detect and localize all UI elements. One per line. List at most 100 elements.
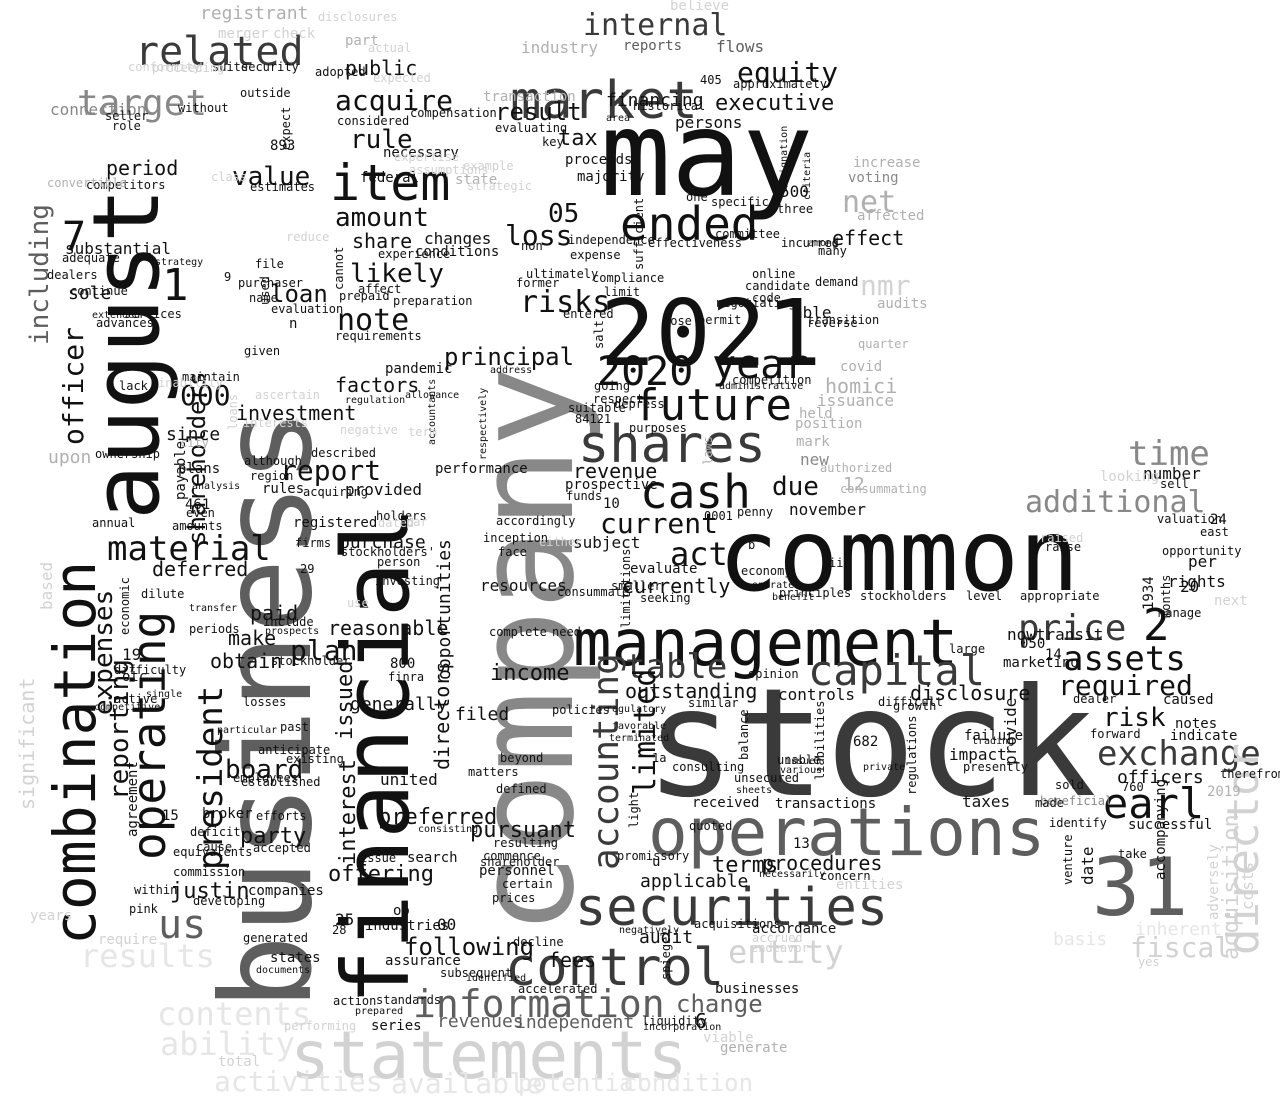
cloud-word: procedures (762, 851, 882, 875)
cloud-word: presently (963, 760, 1028, 774)
cloud-word: prospective (565, 477, 658, 493)
cloud-word: 6 (695, 1009, 707, 1033)
cloud-word: next (1214, 593, 1248, 609)
cloud-word: proceeds (565, 152, 632, 168)
cloud-word: reduce (286, 230, 329, 244)
cloud-word: unable (777, 753, 820, 767)
cloud-word: 2020 (597, 349, 693, 395)
cloud-word: used (258, 276, 272, 305)
cloud-word: consisting (418, 824, 478, 835)
cloud-word: stock (645, 657, 1097, 831)
cloud-word: change (676, 990, 763, 1018)
cloud-word: fees (548, 948, 596, 972)
cloud-word: successful (1128, 817, 1212, 833)
cloud-word: 14 (1045, 647, 1062, 663)
cloud-word: majority (577, 169, 644, 185)
cloud-word: light (627, 792, 641, 828)
cloud-word: likely (350, 259, 444, 289)
cloud-word: transition (807, 313, 879, 327)
cloud-word: number (1143, 464, 1201, 483)
cloud-word: transfer (189, 603, 237, 614)
cloud-word: reporting (105, 659, 135, 800)
cloud-word: 00 (437, 915, 456, 934)
cloud-word: person (377, 555, 420, 569)
cloud-word: advances (96, 316, 154, 330)
cloud-word: accordance (752, 921, 836, 937)
cloud-word: assumptions (409, 163, 488, 177)
cloud-word: require (98, 932, 157, 948)
cloud-word: increase (853, 155, 920, 171)
cloud-word: holders (376, 509, 427, 523)
cloud-word: online (752, 267, 795, 281)
cloud-word: audit (639, 927, 693, 948)
cloud-word: strategy (155, 257, 203, 268)
cloud-word: acquire (335, 84, 453, 117)
cloud-word: described (311, 446, 376, 460)
cloud-word: impact (949, 745, 1007, 764)
cloud-word: 05 (548, 199, 579, 229)
cloud-word: nowtransit (1007, 625, 1103, 644)
cloud-word: beyond (500, 751, 543, 765)
cloud-word: may (600, 85, 813, 223)
cloud-word: capital (808, 646, 985, 695)
cloud-word: 461 (185, 497, 210, 513)
cloud-word: able (793, 303, 832, 322)
cloud-word: competition (732, 373, 811, 387)
cloud-word: accrued (752, 931, 803, 945)
cloud-word: based (37, 562, 56, 610)
cloud-word: paid (250, 601, 298, 625)
cloud-word: ultimately (526, 267, 598, 281)
cloud-word: merger (218, 26, 269, 42)
cloud-word: loan (270, 280, 328, 308)
cloud-word: currently (622, 574, 730, 598)
cloud-word: agreement (125, 761, 141, 837)
cloud-word: provide (1001, 698, 1020, 765)
cloud-word: 19 (122, 645, 141, 664)
cloud-word: 15 (162, 808, 179, 824)
cloud-word: taxes (962, 792, 1010, 811)
cloud-word: significant (15, 678, 39, 810)
cloud-word: seller (105, 109, 148, 123)
cloud-word: stockholders' (341, 545, 435, 559)
cloud-word: 0001 (704, 509, 733, 523)
cloud-word: acquiring (303, 485, 368, 499)
cloud-word: statements (290, 1017, 687, 1094)
cloud-word: venture (1061, 834, 1075, 885)
cloud-word: limit (604, 285, 640, 299)
cloud-word: actual (368, 41, 411, 55)
cloud-word: similar (688, 696, 739, 710)
cloud-word: specific (711, 195, 769, 209)
cloud-word: authorized (820, 461, 892, 475)
cloud-word: director (1218, 743, 1269, 955)
cloud-word: rule (350, 125, 413, 155)
cloud-word: evaluating (495, 121, 567, 135)
cloud-word: single (146, 689, 182, 700)
cloud-word: issuer (785, 756, 821, 767)
cloud-word: administrative (719, 381, 803, 392)
cloud-word: condition (623, 1069, 753, 1096)
cloud-word: justin (170, 879, 249, 904)
cloud-word: accounting (586, 653, 627, 870)
cloud-word: 25 (335, 910, 354, 929)
cloud-word: audits (877, 296, 928, 312)
cloud-word: expect (279, 107, 293, 150)
cloud-word: lack (119, 379, 149, 393)
cloud-word: established (241, 775, 320, 789)
cloud-word: plans (178, 461, 220, 477)
cloud-word: november (789, 500, 866, 519)
cloud-word: active (114, 692, 157, 706)
cloud-word: 20 (1180, 577, 1199, 596)
cloud-word: endeavor (751, 941, 809, 955)
cloud-word: potential (518, 1069, 648, 1096)
cloud-word: standards (376, 993, 441, 1007)
cloud-word: independent (515, 1012, 634, 1033)
cloud-word: connection (50, 100, 146, 119)
cloud-word: ascertain (255, 388, 320, 402)
cloud-word: consulting (672, 760, 744, 774)
cloud-word: principles (779, 586, 851, 600)
cloud-word: u (652, 854, 660, 870)
cloud-word: security (241, 60, 299, 74)
cloud-word: fiscal (1130, 931, 1231, 964)
cloud-word: depress (614, 397, 665, 411)
cloud-word: 1934 (1141, 576, 1157, 610)
